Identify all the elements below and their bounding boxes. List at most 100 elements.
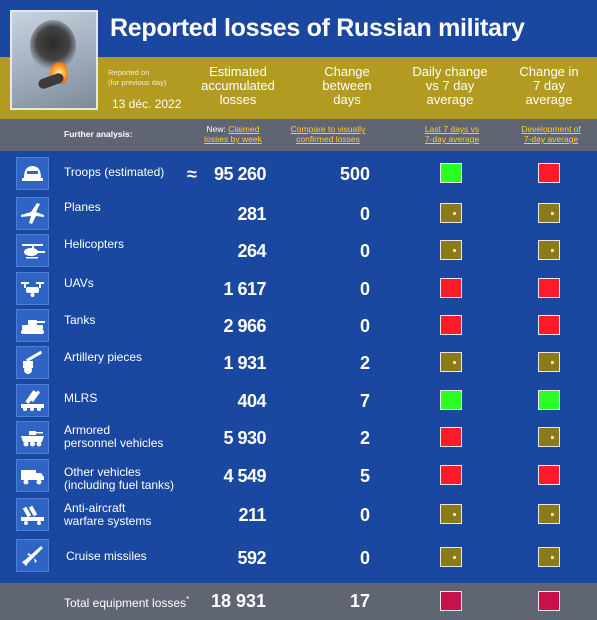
last7-line: 7-day average xyxy=(424,134,480,144)
artillery-icon xyxy=(16,346,49,379)
daily-indicator xyxy=(440,240,462,260)
table-row: Helicopters 264 0 xyxy=(0,232,597,270)
indicator-dot xyxy=(453,361,456,364)
daily-change-header: Daily change vs 7 day average xyxy=(402,65,498,107)
indicator-dot xyxy=(551,249,554,252)
table-row: MLRS 404 7 xyxy=(0,382,597,420)
estimated-losses-header: Estimated accumulated losses xyxy=(190,65,286,107)
accumulated-value: 1 617 xyxy=(223,279,266,299)
development-average-link[interactable]: Development of 7-day average xyxy=(510,124,592,144)
header-line: Estimated xyxy=(209,64,267,79)
accumulated-value: 404 xyxy=(237,391,266,411)
page-title: Reported losses of Russian military xyxy=(110,14,525,42)
mlrs-icon xyxy=(16,384,49,417)
compare-confirmed-link[interactable]: Compare to visually confirmed losses xyxy=(282,124,374,144)
week-change-header: Change in 7 day average xyxy=(505,65,593,107)
drone-icon xyxy=(16,272,49,305)
daily-indicator xyxy=(440,163,462,183)
label-line: warfare systems xyxy=(64,514,152,528)
day-change-value: 0 xyxy=(359,505,370,525)
header-line: days xyxy=(333,92,361,107)
week-indicator xyxy=(538,465,560,485)
label-line: personnel vehicles xyxy=(64,436,164,450)
indicator-dot xyxy=(453,249,456,252)
further-analysis-label: Further analysis: xyxy=(64,129,133,139)
column-header-bar: Estimated accumulated losses Change betw… xyxy=(0,57,597,119)
day-change-value: 500 xyxy=(339,164,370,184)
day-change-value: 0 xyxy=(359,241,370,261)
accumulated-value: 5 930 xyxy=(223,428,266,448)
tank-icon xyxy=(16,309,49,342)
claimed-losses-link[interactable]: New: Claimed losses by week xyxy=(188,124,278,144)
indicator-dot xyxy=(551,436,554,439)
change-between-days-header: Change between days xyxy=(305,65,389,107)
last7-days-link[interactable]: Last 7 days vs 7-day average xyxy=(410,124,494,144)
reported-on-label: Reported on (for previous day) xyxy=(108,68,166,88)
indicator-dot xyxy=(551,513,554,516)
missile-icon xyxy=(16,539,49,572)
week-indicator xyxy=(538,504,560,524)
accumulated-value: 592 xyxy=(237,548,266,568)
claimed-line: Claimed xyxy=(228,124,260,134)
header-line: accumulated xyxy=(201,78,275,93)
week-indicator xyxy=(538,315,560,335)
day-change-value: 5 xyxy=(359,466,370,486)
approx-symbol: ≈ xyxy=(187,164,197,184)
header-line: losses xyxy=(219,92,257,107)
indicator-dot xyxy=(551,556,554,559)
indicator-dot xyxy=(453,212,456,215)
accumulated-value: 281 xyxy=(237,204,266,224)
row-label: MLRS xyxy=(64,391,98,405)
development-line: 7-day average xyxy=(523,134,579,144)
indicator-dot xyxy=(453,513,456,516)
row-label: Cruise missiles xyxy=(66,549,147,563)
helicopter-shape xyxy=(37,71,65,91)
reported-line: Reported on xyxy=(108,68,150,77)
daily-indicator xyxy=(440,390,462,410)
table-row: UAVs 1 617 0 xyxy=(0,270,597,308)
label-line: Anti-aircraft xyxy=(64,501,126,515)
day-change-value: 0 xyxy=(359,548,370,568)
day-change-value: 0 xyxy=(359,279,370,299)
day-change-value: 2 xyxy=(359,428,370,448)
last7-line: Last 7 days vs xyxy=(424,124,480,134)
row-label: Artillery pieces xyxy=(64,350,143,364)
accumulated-value: 211 xyxy=(238,505,266,525)
label-line: (including fuel tanks) xyxy=(64,478,175,492)
header-line: average xyxy=(426,92,474,107)
helmet-icon xyxy=(16,157,49,190)
label-line: Other vehicles xyxy=(64,465,141,479)
indicator-dot xyxy=(453,556,456,559)
table-row: Artillery pieces 1 931 2 xyxy=(0,344,597,382)
row-label: Tanks xyxy=(64,313,96,327)
daily-indicator xyxy=(440,547,462,567)
anti-aircraft-icon xyxy=(16,498,49,531)
table-row: Troops (estimated) ≈ 95 260 500 xyxy=(0,155,597,193)
apc-icon xyxy=(16,421,49,454)
table-row: Tanks 2 966 0 xyxy=(0,307,597,345)
day-change-value: 0 xyxy=(359,204,370,224)
accumulated-value: 1 931 xyxy=(223,353,266,373)
row-label: Anti-aircraft warfare systems xyxy=(64,502,151,528)
total-asterisk: * xyxy=(186,595,190,604)
development-line: Development of xyxy=(521,124,581,134)
week-indicator xyxy=(538,278,560,298)
daily-indicator xyxy=(440,465,462,485)
row-label: Troops (estimated) xyxy=(64,165,165,179)
table-row: Other vehicles (including fuel tanks) 4 … xyxy=(0,457,597,495)
helicopter-icon xyxy=(16,234,49,267)
total-change: 17 xyxy=(349,591,370,611)
compare-line: confirmed losses xyxy=(296,134,360,144)
row-label: Planes xyxy=(64,200,101,214)
total-row: Total equipment losses* 18 931 17 xyxy=(0,583,597,620)
report-date: 13 déc. 2022 xyxy=(112,97,182,111)
header-line: between xyxy=(322,78,372,93)
header-line: Change xyxy=(324,64,370,79)
daily-indicator xyxy=(440,278,462,298)
accumulated-value: 264 xyxy=(237,241,266,261)
truck-icon xyxy=(16,459,49,492)
week-indicator xyxy=(538,163,560,183)
indicator-dot xyxy=(551,361,554,364)
header-line: Change in xyxy=(519,64,579,79)
day-change-value: 0 xyxy=(359,316,370,336)
